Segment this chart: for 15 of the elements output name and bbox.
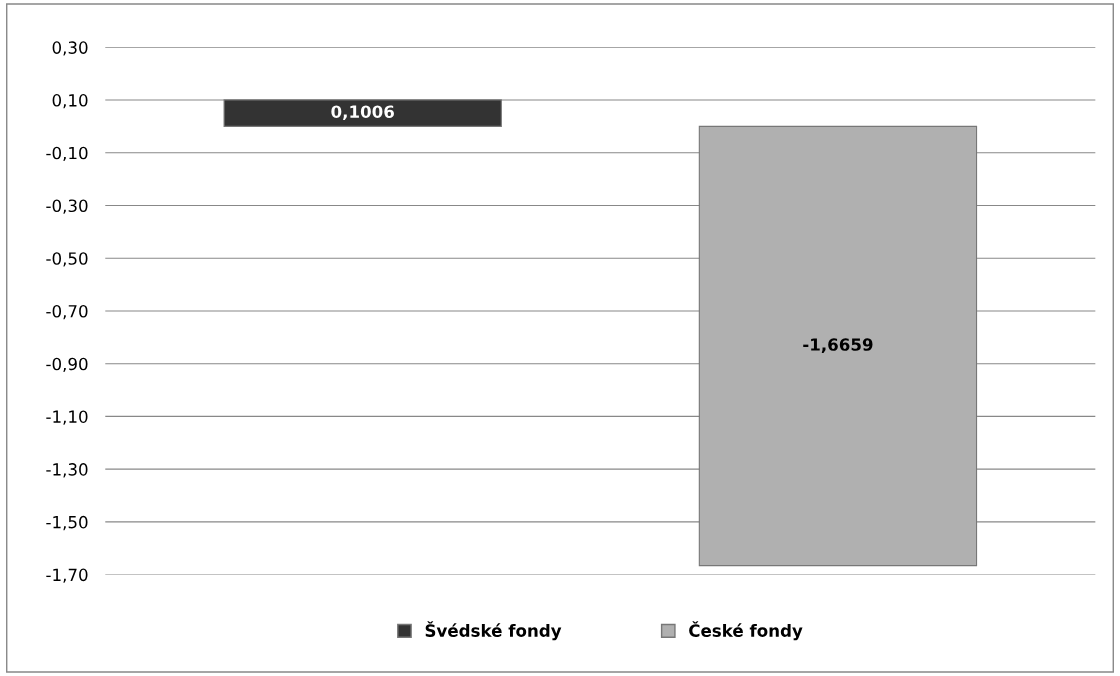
y-tick-label: -0,30 xyxy=(46,199,88,214)
data-label: -1,6659 xyxy=(803,338,873,353)
y-tick-label: -1,30 xyxy=(46,463,88,478)
legend-label: České fondy xyxy=(689,621,803,641)
y-tick-label: -0,50 xyxy=(46,252,88,267)
y-tick-label: -0,10 xyxy=(46,146,88,162)
y-tick-label: -1,50 xyxy=(46,515,88,531)
y-tick-label: -1,10 xyxy=(46,410,88,425)
y-tick-label: 0,30 xyxy=(52,41,88,56)
data-label: 0,1006 xyxy=(331,105,394,121)
y-tick-label: -1,70 xyxy=(46,568,88,583)
legend-label: Švédské fondy xyxy=(425,621,562,641)
y-tick-label: -0,90 xyxy=(46,357,88,372)
y-tick-label: 0,10 xyxy=(52,94,88,109)
y-tick-label: -0,70 xyxy=(46,304,88,320)
